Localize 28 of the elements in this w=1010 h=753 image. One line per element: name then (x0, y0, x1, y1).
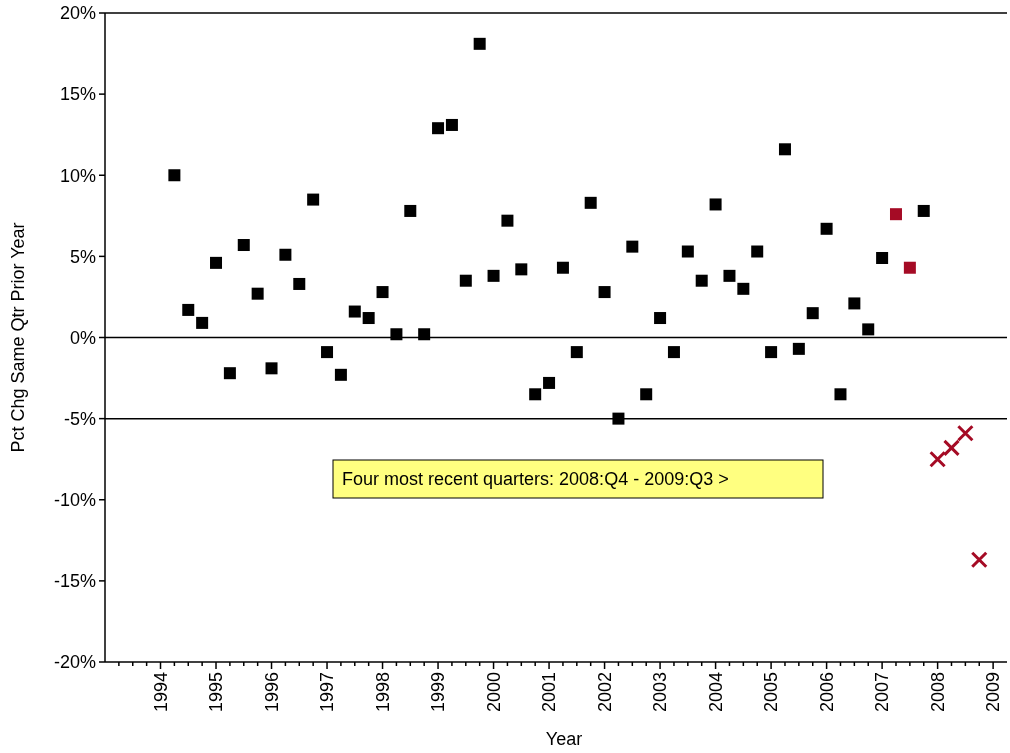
x-axis-title: Year (545, 729, 583, 749)
x-tick-label: 2007 (872, 672, 893, 713)
y-tick-label: 5% (69, 246, 96, 267)
x-tick-label: 2008 (927, 672, 948, 713)
y-tick-label: -20% (53, 652, 96, 673)
x-tick-label: 2003 (650, 672, 671, 713)
x-tick-label: 1998 (372, 672, 393, 713)
y-axis-title: Pct Chg Same Qtr Prior Year (8, 222, 28, 453)
x-tick-label: 1996 (261, 672, 282, 713)
x-tick-label: 2001 (539, 672, 560, 713)
y-tick-label: -5% (63, 408, 96, 429)
y-tick-label: -10% (53, 490, 96, 511)
y-tick-label: 10% (59, 165, 96, 186)
x-tick-label: 1999 (428, 672, 449, 713)
x-tick-label: 2004 (705, 672, 726, 713)
x-tick-label: 2006 (816, 672, 837, 713)
x-tick-label: 1994 (150, 672, 171, 713)
y-tick-label: 0% (69, 327, 96, 348)
x-tick-label: 1997 (317, 672, 338, 713)
x-tick-label: 2000 (483, 672, 504, 713)
y-tick-label: 20% (59, 3, 96, 24)
x-tick-label: 2002 (594, 672, 615, 713)
annotation: Four most recent quarters: 2008:Q4 - 2009:Q3 > (342, 469, 729, 490)
x-tick-label: 2005 (761, 672, 782, 713)
y-tick-label: 15% (59, 84, 96, 105)
x-tick-label: 1995 (206, 672, 227, 713)
y-tick-label: -15% (53, 571, 96, 592)
x-tick-label: 2009 (983, 672, 1004, 713)
